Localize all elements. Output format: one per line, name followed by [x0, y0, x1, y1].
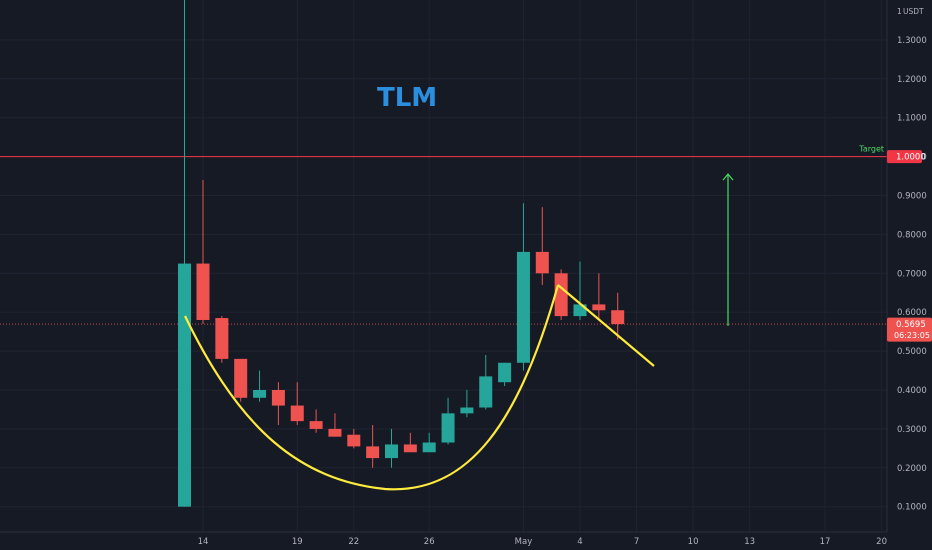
target-label: Target: [858, 145, 884, 154]
candle: [290, 382, 304, 426]
current-price-badge: [887, 317, 932, 342]
candle-body: [178, 263, 191, 507]
candle-body: [271, 390, 285, 406]
candle-body: [611, 310, 625, 325]
candle-body: [328, 428, 342, 437]
candle: [178, 0, 191, 507]
candle: [611, 292, 625, 340]
candle-body: [290, 405, 304, 422]
date-tick-label: 20: [876, 537, 887, 547]
date-tick-label: 17: [820, 537, 831, 547]
drawing-annotations: [184, 173, 734, 491]
price-tick-label: 0.4000: [897, 386, 927, 396]
candle-body: [215, 318, 229, 359]
date-tick-label: May: [515, 537, 533, 547]
target-price-text: 1.0000: [896, 153, 926, 163]
candle: [592, 273, 606, 320]
target-level: Target: [0, 145, 887, 325]
candle: [422, 432, 436, 453]
chart-title: TLM: [377, 83, 437, 113]
date-tick-label: 26: [424, 537, 435, 547]
candle: [196, 179, 210, 324]
candle-body: [498, 362, 512, 383]
candle-body: [366, 446, 380, 459]
date-tick-label: 7: [634, 537, 639, 547]
price-tick-label: 1.3000: [897, 36, 927, 46]
price-tick-label: 0.7000: [897, 269, 927, 279]
countdown-text: 06:23:05: [894, 331, 930, 340]
candle: [403, 432, 417, 453]
candlestick-series: [178, 0, 625, 507]
price-tick-label: 1.1000: [897, 114, 927, 124]
price-axis[interactable]: 1 USDT 0.1000 0.2000 0.3000 0.4000 0.5000 0.600…: [886, 0, 932, 550]
currency-label: USDT: [903, 7, 924, 16]
candle: [479, 354, 493, 410]
candle: [215, 316, 229, 363]
candle: [309, 409, 323, 433]
candle-body: [234, 358, 248, 398]
candle-body: [309, 421, 323, 429]
date-tick-label: 10: [688, 537, 699, 547]
price-tick-label: 0.9000: [897, 192, 927, 202]
candle-body: [535, 251, 549, 274]
price-tick-label: 0.6000: [897, 308, 927, 318]
candle-body: [554, 273, 568, 317]
candle: [460, 390, 474, 418]
date-tick-label: 19: [292, 537, 303, 547]
candle: [516, 203, 530, 371]
axis-top-label: 1: [897, 7, 902, 16]
candle-body: [196, 263, 210, 320]
time-axis[interactable]: 14 19 22 26 May 4 7 10 13 17 20: [0, 531, 887, 547]
candle-body: [479, 376, 493, 408]
price-tick-label: 0.2000: [897, 464, 927, 474]
cup-curve: [184, 284, 560, 491]
candle-body: [347, 434, 361, 447]
candle: [385, 428, 398, 468]
date-tick-label: 13: [744, 537, 755, 547]
current-price-text: 0.5695: [896, 320, 926, 330]
candle: [253, 370, 267, 402]
candle: [441, 397, 455, 445]
price-tick-label: 1.2000: [897, 75, 927, 85]
date-tick-label: 14: [198, 537, 209, 547]
candle-body: [422, 442, 436, 453]
candle-body: [460, 407, 474, 414]
candle-body: [573, 304, 587, 317]
price-tick-label: 0.1000: [897, 503, 927, 513]
candle: [234, 358, 248, 402]
candle-body: [441, 413, 455, 443]
price-tick-label: 0.3000: [897, 425, 927, 435]
candle: [554, 269, 568, 320]
price-tick-label: 0.5000: [897, 347, 927, 357]
candle: [535, 207, 549, 285]
date-tick-label: 4: [577, 537, 582, 547]
candle: [366, 425, 380, 468]
candle-body: [516, 251, 530, 363]
candle: [347, 428, 361, 449]
target-price-badge: [887, 150, 922, 164]
candle-body: [385, 444, 398, 459]
price-axis-bg: [887, 0, 932, 550]
candle-body: [253, 390, 267, 398]
candle-body: [403, 444, 417, 453]
candle-body: [592, 304, 606, 311]
candle: [328, 413, 342, 437]
candle: [271, 382, 285, 426]
candle: [573, 261, 587, 320]
down-trend-line: [557, 284, 655, 367]
up-arrow-head: [722, 173, 734, 181]
candle: [498, 362, 512, 387]
date-tick-label: 22: [348, 537, 359, 547]
price-tick-label: 0.8000: [897, 230, 927, 240]
